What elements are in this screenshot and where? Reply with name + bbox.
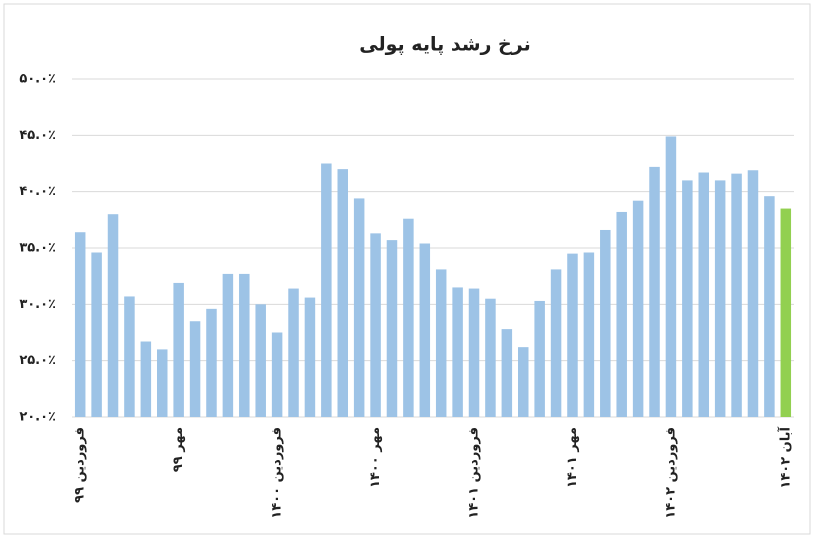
bar — [632, 200, 644, 417]
bar — [91, 252, 102, 417]
bar — [222, 273, 234, 417]
bar — [485, 298, 496, 417]
bar — [698, 172, 710, 417]
bar — [534, 300, 545, 417]
bar — [435, 269, 447, 417]
bar — [239, 273, 250, 417]
x-tick-label: فروردین ۱۴۰۲ — [663, 427, 678, 519]
y-tick-label: ۳۵.۰٪ — [19, 241, 56, 256]
x-tick-label: آبان ۱۴۰۲ — [776, 426, 793, 488]
y-tick-label: ۴۵.۰٪ — [19, 128, 56, 143]
bar — [304, 297, 316, 417]
bar — [616, 211, 627, 417]
bar — [107, 214, 119, 417]
y-tick-label: ۲۰.۰٪ — [19, 410, 56, 425]
x-tick-label: فروردین ۱۴۰۱ — [467, 427, 482, 519]
bar — [386, 240, 398, 417]
y-tick-label: ۲۵.۰٪ — [19, 353, 56, 368]
x-tick-label: مهر ۹۹ — [171, 427, 186, 472]
bar — [550, 269, 562, 417]
bar — [206, 308, 217, 417]
bar — [173, 282, 184, 417]
y-tick-label: ۴۰.۰٪ — [19, 184, 56, 199]
bar — [124, 296, 135, 417]
bar — [255, 304, 266, 417]
x-tick-label: فروردین ۹۹ — [73, 427, 88, 503]
bar — [74, 232, 86, 417]
bar — [649, 166, 660, 417]
bar — [517, 347, 529, 417]
x-tick-label: مهر ۱۴۰۱ — [565, 427, 580, 488]
bar — [714, 180, 726, 417]
bar — [419, 243, 431, 417]
bar — [682, 180, 693, 417]
bar — [271, 332, 283, 417]
bar — [600, 229, 611, 417]
bar — [567, 253, 578, 417]
y-tick-label: ۵۰.۰٪ — [19, 72, 56, 87]
bar — [583, 252, 595, 417]
bar — [288, 288, 299, 417]
bar — [747, 170, 759, 417]
x-tick-label: مهر ۱۴۰۰ — [368, 427, 383, 488]
bar — [337, 169, 349, 417]
bar — [156, 349, 168, 417]
bar — [189, 321, 201, 417]
bar — [665, 136, 677, 417]
bar — [468, 288, 480, 417]
bar — [403, 218, 414, 417]
bar — [501, 329, 513, 417]
bar — [140, 341, 152, 417]
x-tick-label: فروردین ۱۴۰۰ — [270, 427, 285, 519]
bar — [370, 233, 381, 417]
bar — [353, 198, 365, 417]
bar — [731, 173, 742, 417]
bar — [321, 163, 332, 417]
chart-title: نرخ رشد پایه پولی — [359, 34, 530, 56]
bar — [764, 196, 775, 417]
bar — [452, 287, 463, 417]
y-tick-label: ۳۰.۰٪ — [19, 297, 56, 312]
bar — [780, 208, 792, 417]
